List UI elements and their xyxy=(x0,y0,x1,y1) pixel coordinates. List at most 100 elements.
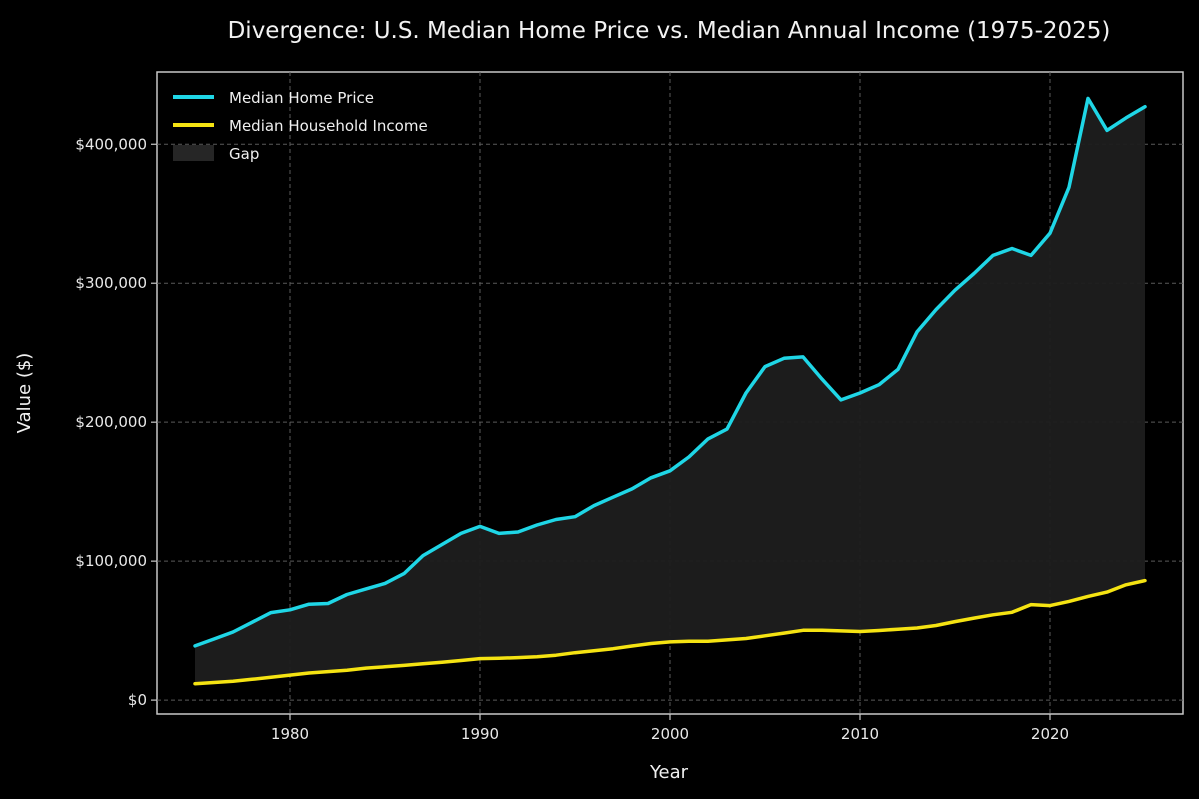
home-price-point xyxy=(250,620,254,624)
income-point xyxy=(402,663,406,667)
income-point xyxy=(1086,594,1090,598)
income-point xyxy=(1048,604,1052,608)
home-price-point xyxy=(478,524,482,528)
income-point xyxy=(649,642,653,646)
home-price-point xyxy=(877,383,881,387)
y-axis-title: Value ($) xyxy=(14,353,35,434)
income-point xyxy=(934,624,938,628)
income-point xyxy=(839,629,843,633)
home-price-point xyxy=(934,308,938,312)
home-price-point xyxy=(896,367,900,371)
income-point xyxy=(991,613,995,617)
income-point xyxy=(1143,579,1147,583)
y-tick-label: $0 xyxy=(128,691,147,709)
axes: 1980 1990 2000 2010 2020 $0 $100,000 $200,000 $3… xyxy=(75,135,1069,743)
income-point xyxy=(193,682,197,686)
home-price-point xyxy=(991,253,995,257)
income-point xyxy=(440,660,444,664)
home-price-point xyxy=(858,391,862,395)
legend-home-price-label: Median Home Price xyxy=(229,89,374,107)
home-price-point xyxy=(421,554,425,558)
income-point xyxy=(364,666,368,670)
income-point xyxy=(1010,610,1014,614)
y-tick-label: $200,000 xyxy=(75,413,147,431)
home-price-point xyxy=(706,437,710,441)
home-price-point xyxy=(630,487,634,491)
income-point xyxy=(269,675,273,679)
home-price-point xyxy=(459,531,463,535)
home-price-line xyxy=(193,96,1147,648)
home-price-point xyxy=(782,356,786,360)
income-point xyxy=(611,647,615,651)
home-price-point xyxy=(839,398,843,402)
x-tick-label: 2010 xyxy=(841,725,879,743)
home-price-point xyxy=(1048,231,1052,235)
income-point xyxy=(782,631,786,635)
income-point xyxy=(1029,603,1033,607)
home-price-point xyxy=(288,608,292,612)
income-point xyxy=(706,639,710,643)
income-point xyxy=(212,681,216,685)
x-tick-label: 2020 xyxy=(1031,725,1069,743)
home-price-point xyxy=(763,365,767,369)
home-price-point xyxy=(402,572,406,576)
home-price-point xyxy=(1143,105,1147,109)
income-point xyxy=(535,655,539,659)
income-point xyxy=(858,630,862,634)
income-point xyxy=(231,679,235,683)
legend-gap-swatch xyxy=(173,145,214,161)
income-point xyxy=(668,640,672,644)
income-point xyxy=(288,673,292,677)
x-tick-label: 2000 xyxy=(651,725,689,743)
legend: Median Home Price Median Household Incom… xyxy=(173,89,428,163)
home-price-point xyxy=(383,581,387,585)
income-point xyxy=(915,626,919,630)
income-point xyxy=(345,668,349,672)
home-price-point xyxy=(364,587,368,591)
home-price-point xyxy=(668,469,672,473)
home-price-point xyxy=(193,644,197,648)
home-price-point xyxy=(1029,253,1033,257)
data-layer xyxy=(193,96,1147,686)
home-price-point xyxy=(687,455,691,459)
home-price-point xyxy=(1086,96,1090,100)
home-price-point xyxy=(497,531,501,535)
home-price-point xyxy=(744,391,748,395)
home-price-point xyxy=(820,377,824,381)
legend-gap-label: Gap xyxy=(229,145,259,163)
y-tick-label: $300,000 xyxy=(75,274,147,292)
income-point xyxy=(877,629,881,633)
home-price-point xyxy=(231,630,235,634)
income-point xyxy=(801,628,805,632)
income-point xyxy=(1124,583,1128,587)
home-price-point xyxy=(611,495,615,499)
home-price-point xyxy=(326,602,330,606)
income-point xyxy=(820,628,824,632)
income-point xyxy=(744,637,748,641)
home-price-point xyxy=(915,330,919,334)
home-price-point xyxy=(440,543,444,547)
income-point xyxy=(250,677,254,681)
home-price-point xyxy=(592,504,596,508)
chart-title: Divergence: U.S. Median Home Price vs. M… xyxy=(228,18,1111,44)
income-point xyxy=(383,665,387,669)
income-point xyxy=(972,616,976,620)
home-price-point xyxy=(516,530,520,534)
income-point xyxy=(516,656,520,660)
income-point xyxy=(1105,590,1109,594)
home-price-point xyxy=(345,593,349,597)
income-point xyxy=(763,634,767,638)
income-point xyxy=(421,662,425,666)
home-price-point xyxy=(554,518,558,522)
income-line xyxy=(193,578,1147,686)
income-point xyxy=(630,644,634,648)
income-point xyxy=(326,670,330,674)
legend-income-label: Median Household Income xyxy=(229,117,428,135)
home-price-point xyxy=(1105,128,1109,132)
home-price-point xyxy=(953,288,957,292)
x-tick-label: 1990 xyxy=(461,725,499,743)
income-point xyxy=(459,659,463,663)
income-point xyxy=(478,657,482,661)
home-price-point xyxy=(1067,185,1071,189)
